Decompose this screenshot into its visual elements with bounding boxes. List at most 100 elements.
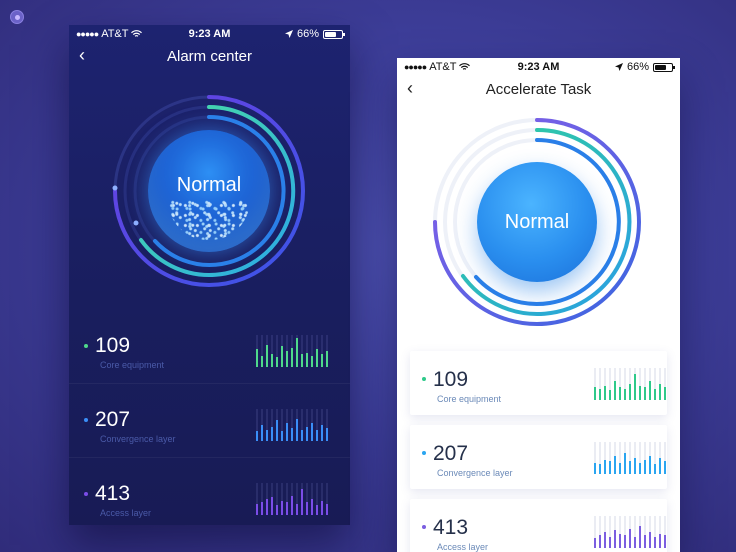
mini-bar [261, 483, 263, 515]
mini-bar [316, 335, 318, 367]
mini-bar-chart [594, 516, 666, 548]
mini-bar [311, 409, 313, 441]
mini-bar [664, 442, 666, 474]
mini-bar [604, 516, 606, 548]
bullet-dot-icon [84, 344, 88, 348]
mini-bar [266, 483, 268, 515]
mini-bar [256, 335, 258, 367]
mini-bar [306, 335, 308, 367]
mini-bar [291, 409, 293, 441]
mini-bar [659, 442, 661, 474]
status-bar: ●●●●● AT&T 9:23 AM 66% [69, 25, 350, 43]
mini-bar-chart [256, 483, 328, 515]
status-bar: ●●●●● AT&T 9:23 AM 66% [397, 58, 680, 76]
metric-row[interactable]: 109 Core equipment [410, 351, 667, 415]
mini-bar [291, 483, 293, 515]
mini-bar [326, 409, 328, 441]
mini-bar [614, 368, 616, 400]
status-orb[interactable]: Normal [148, 130, 270, 252]
bullet-dot-icon [84, 418, 88, 422]
nav-bar: ‹ Alarm center [69, 43, 350, 69]
mini-bar [261, 409, 263, 441]
mini-bar [321, 483, 323, 515]
mini-bar [619, 368, 621, 400]
location-arrow-icon [614, 63, 623, 71]
status-label: Normal [176, 173, 242, 196]
metric-row[interactable]: 413 Access layer [410, 499, 667, 552]
signal-icon: ●●●●● [76, 29, 99, 39]
mini-bar [599, 442, 601, 474]
metric-value: 207 [95, 408, 131, 431]
accelerate-task-screen: ●●●●● AT&T 9:23 AM 66% ‹ Accelerate Task [397, 58, 680, 552]
mini-bar [301, 335, 303, 367]
mini-bar [654, 442, 656, 474]
mini-bar [654, 516, 656, 548]
mini-bar [321, 409, 323, 441]
status-ring-chart: Normal [430, 115, 644, 329]
mini-bar [311, 483, 313, 515]
mini-bar [644, 442, 646, 474]
mini-bar [306, 483, 308, 515]
mini-bar [316, 483, 318, 515]
metric-row[interactable]: 413 Access layer [69, 458, 350, 525]
mini-bar [659, 516, 661, 548]
mini-bar [266, 335, 268, 367]
battery-percent: 66% [296, 28, 319, 40]
status-ring-chart: Normal [109, 91, 309, 291]
metric-label: Convergence layer [437, 468, 513, 478]
mini-bar [286, 409, 288, 441]
mini-bar [624, 442, 626, 474]
mini-bar [599, 516, 601, 548]
metric-value: 109 [95, 334, 131, 357]
mini-bar-chart [256, 409, 328, 441]
sparkle-particles [168, 200, 250, 240]
metric-row[interactable]: 207 Convergence layer [69, 384, 350, 458]
status-label: Normal [504, 210, 570, 233]
metric-label: Access layer [100, 508, 152, 518]
metrics-list: 109 Core equipment 207 Convergence layer 413… [69, 310, 350, 525]
status-time: 9:23 AM [517, 61, 560, 73]
mini-bar [664, 368, 666, 400]
wifi-icon [459, 63, 471, 70]
back-chevron-icon[interactable]: ‹ [79, 45, 85, 65]
back-chevron-icon[interactable]: ‹ [407, 78, 413, 98]
ring-arcs [433, 118, 641, 326]
mini-bar [266, 409, 268, 441]
mini-bar [629, 368, 631, 400]
bullet-dot-icon [422, 377, 426, 381]
mini-bar [301, 409, 303, 441]
mini-bar [326, 483, 328, 515]
mini-bar [276, 335, 278, 367]
mini-bar [649, 442, 651, 474]
mini-bar [634, 368, 636, 400]
location-arrow-icon [284, 30, 293, 38]
mini-bar [609, 368, 611, 400]
battery-icon [323, 29, 345, 39]
battery-percent: 66% [626, 61, 650, 73]
status-orb[interactable]: Normal [477, 162, 597, 282]
bullet-dot-icon [84, 492, 88, 496]
mini-bar [311, 335, 313, 367]
page-title: Alarm center [166, 47, 253, 65]
metric-value: 207 [433, 442, 469, 465]
metrics-list: 109 Core equipment 207 Convergence layer 413… [410, 351, 667, 552]
mini-bar [594, 516, 596, 548]
mini-bar [271, 335, 273, 367]
metric-label: Core equipment [437, 394, 502, 404]
mini-bar [276, 409, 278, 441]
mini-bar [654, 368, 656, 400]
mini-bar [301, 483, 303, 515]
mini-bar [281, 409, 283, 441]
mini-bar [634, 516, 636, 548]
status-time: 9:23 AM [188, 28, 231, 40]
mini-bar [296, 483, 298, 515]
metric-value: 109 [433, 368, 469, 391]
metric-label: Convergence layer [100, 434, 176, 444]
mini-bar [629, 516, 631, 548]
metric-row[interactable]: 207 Convergence layer [410, 425, 667, 489]
mini-bar [271, 483, 273, 515]
mini-bar [604, 368, 606, 400]
metric-row[interactable]: 109 Core equipment [69, 310, 350, 384]
mini-bar [256, 483, 258, 515]
mini-bar-chart [594, 442, 666, 474]
